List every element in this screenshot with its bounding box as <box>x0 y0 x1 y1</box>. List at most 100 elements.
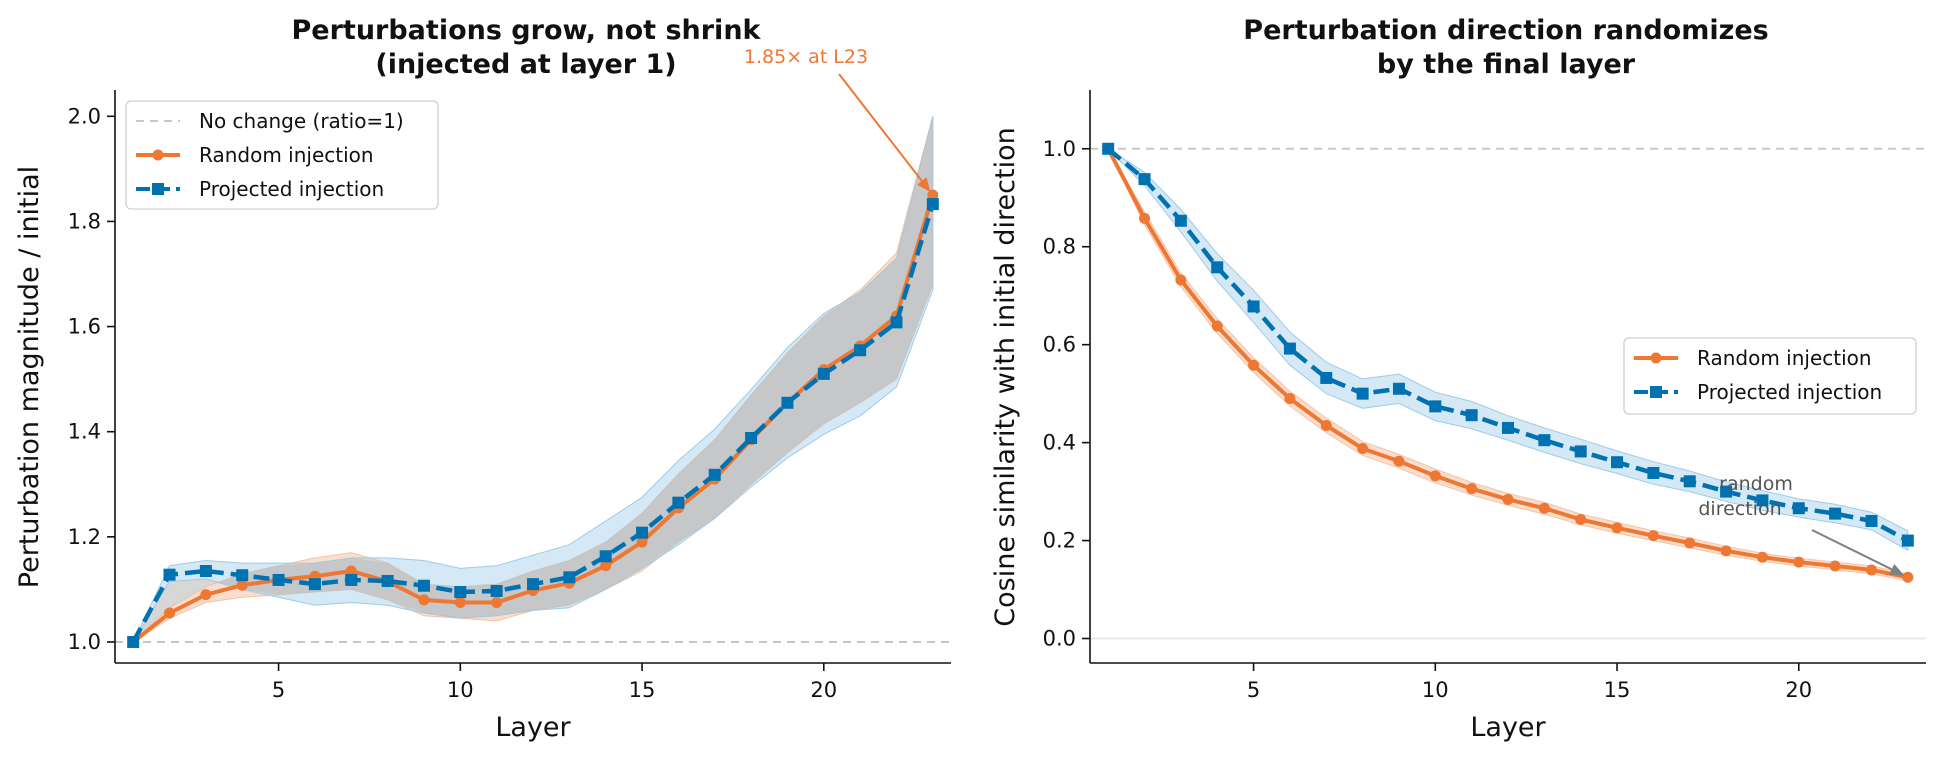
point-projected <box>854 344 867 357</box>
y-tick-label: 1.4 <box>68 420 101 444</box>
panel1-annotation-arrowhead <box>917 177 931 192</box>
point-random <box>236 579 248 591</box>
legend2-marker-projected <box>1650 386 1662 398</box>
point-projected <box>599 550 612 563</box>
point-projected <box>1683 475 1696 488</box>
point-projected <box>236 569 249 582</box>
point-random <box>418 594 430 606</box>
point-random <box>1575 514 1587 526</box>
point-projected <box>781 396 794 409</box>
panel2-title-line2: by the final layer <box>1377 49 1636 80</box>
x-tick-label: 5 <box>272 678 285 702</box>
point-projected <box>1356 387 1369 400</box>
point-random <box>454 597 466 609</box>
point-projected <box>381 574 394 587</box>
point-projected <box>1720 485 1733 498</box>
point-projected <box>672 496 685 509</box>
point-projected <box>527 578 539 591</box>
legend2-label-projected: Projected injection <box>1697 380 1882 404</box>
point-projected <box>1538 434 1551 447</box>
point-projected <box>163 568 176 581</box>
x-tick-label: 10 <box>1422 678 1449 702</box>
point-projected <box>1901 534 1914 547</box>
point-projected <box>1429 400 1442 413</box>
point-random <box>1720 545 1732 557</box>
panel1-title-line2: (injected at layer 1) <box>375 49 676 80</box>
point-projected <box>926 198 939 211</box>
point-projected <box>490 584 503 597</box>
point-projected <box>1502 421 1514 434</box>
point-projected <box>1792 502 1805 515</box>
point-projected <box>454 586 467 599</box>
x-tick-label: 10 <box>447 678 474 702</box>
panel1-annotation-arrow <box>838 73 923 182</box>
legend-label-reference: No change (ratio=1) <box>199 109 404 133</box>
legend-label-random: Random injection <box>199 143 374 167</box>
panel2-series <box>1102 142 1914 583</box>
y-tick-label: 0.0 <box>1043 627 1076 651</box>
y-tick-label: 1.2 <box>68 525 101 549</box>
panel2-annotation-arrow <box>1811 529 1893 571</box>
point-random <box>1175 274 1187 286</box>
panel2-y-label: Cosine similarity with initial direction <box>990 127 1021 626</box>
panel1-ticks: 5 10 15 20 1.0 1.2 1.4 1.6 1.8 2.0 <box>68 104 838 702</box>
point-random <box>600 560 612 572</box>
panel2-title-line1: Perturbation direction randomizes <box>1243 15 1768 46</box>
point-random <box>1865 564 1877 576</box>
panel2-legend-frame <box>1623 337 1917 415</box>
y-tick-label: 1.0 <box>1043 137 1076 161</box>
panel1-title-line1: Perturbations grow, not shrink <box>292 15 762 46</box>
point-projected <box>1138 173 1151 186</box>
point-projected <box>1756 494 1769 507</box>
band-overlap <box>133 116 933 643</box>
point-random <box>491 597 503 609</box>
x-tick-label: 20 <box>1785 678 1812 702</box>
point-random <box>1684 537 1696 549</box>
point-random <box>1793 556 1805 568</box>
x-tick-label: 5 <box>1247 678 1260 702</box>
point-random <box>1538 502 1550 514</box>
y-tick-label: 1.6 <box>68 315 101 339</box>
point-projected <box>817 367 830 380</box>
point-projected <box>417 579 430 592</box>
point-projected <box>708 468 721 481</box>
point-projected <box>1174 214 1187 227</box>
panel-cosine: Perturbation direction randomizes by the… <box>990 15 1926 743</box>
point-projected <box>1611 456 1624 469</box>
y-tick-label: 1.8 <box>68 209 101 233</box>
point-projected <box>1283 342 1296 355</box>
point-random <box>1466 483 1478 495</box>
point-random <box>1611 522 1623 534</box>
x-tick-label: 15 <box>1604 678 1631 702</box>
y-tick-label: 2.0 <box>68 104 101 128</box>
point-projected <box>1320 371 1333 384</box>
point-random <box>1320 419 1332 431</box>
point-projected <box>890 316 903 329</box>
panel2-legend: Random injection Projected injection <box>1623 337 1917 415</box>
point-projected <box>272 573 285 586</box>
point-random <box>200 589 212 601</box>
point-projected <box>1829 507 1842 520</box>
point-projected <box>1465 409 1478 422</box>
panel1-series <box>127 189 939 648</box>
point-random <box>1429 470 1441 482</box>
point-projected <box>745 432 758 445</box>
point-projected <box>345 573 358 586</box>
point-random <box>164 607 176 619</box>
point-random <box>1647 530 1659 542</box>
y-tick-label: 0.8 <box>1043 235 1076 259</box>
panel-magnitude: Perturbations grow, not shrink (injected… <box>14 15 951 743</box>
panel1-legend: No change (ratio=1) Random injection Pro… <box>125 100 439 210</box>
point-random <box>636 536 648 548</box>
point-projected <box>1392 382 1405 395</box>
panel1-legend-frame <box>125 100 439 210</box>
point-projected <box>1102 142 1115 155</box>
point-projected <box>636 526 649 539</box>
x-tick-label: 20 <box>810 678 837 702</box>
panel1-annotation-text: 1.85× at L23 <box>744 46 868 68</box>
panel2-annotation-line1: random <box>1719 473 1793 495</box>
panel1-x-label: Layer <box>495 712 571 743</box>
point-projected <box>199 565 212 578</box>
point-projected <box>563 571 576 584</box>
point-projected <box>1647 466 1660 479</box>
